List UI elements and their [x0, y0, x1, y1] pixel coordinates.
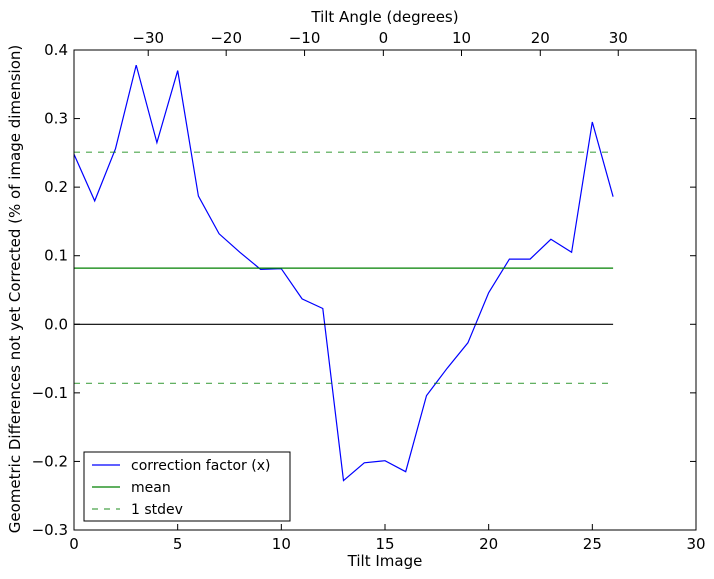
- y-tick-label: 0.0: [44, 315, 68, 333]
- x-tick-label: 25: [583, 535, 602, 553]
- x-tick-label: 20: [479, 535, 498, 553]
- series-layer: [73, 64, 614, 482]
- top-tick-label: 30: [609, 29, 628, 47]
- y-tick-label: −0.3: [32, 521, 68, 539]
- x-tick-label: 10: [272, 535, 291, 553]
- y-tick-label: −0.2: [32, 452, 68, 470]
- top-tick-label: 0: [379, 29, 389, 47]
- x-axis-label: Tilt Image: [347, 552, 423, 570]
- y-tick-label: 0.4: [44, 41, 68, 59]
- top-tick-label: −30: [132, 29, 164, 47]
- ticks-layer: 0 5 10 15 20 25 30 −0.3 −0.2 −0.1 0.0 0.1 0.2 0.3 0.4 −…: [32, 29, 706, 553]
- y-tick-label: −0.1: [32, 384, 68, 402]
- top-x-axis-label: Tilt Angle (degrees): [310, 8, 458, 26]
- x-tick-label: 0: [69, 535, 79, 553]
- x-tick-label: 5: [173, 535, 183, 553]
- legend-label: 1 stdev: [131, 502, 183, 518]
- y-tick-label: 0.3: [44, 110, 68, 128]
- legend-label: mean: [131, 480, 171, 496]
- top-tick-label: −20: [210, 29, 242, 47]
- x-tick-label: 30: [686, 535, 705, 553]
- legend-label: correction factor (x): [131, 458, 270, 474]
- top-tick-label: −10: [289, 29, 321, 47]
- y-axis-label: Geometric Differences not yet Corrected …: [6, 45, 24, 534]
- series-line-0: [73, 64, 614, 482]
- top-tick-label: 10: [452, 29, 471, 47]
- y-tick-label: 0.1: [44, 247, 68, 265]
- legend: correction factor (x) mean 1 stdev: [83, 451, 291, 522]
- x-tick-label: 15: [375, 535, 394, 553]
- y-tick-label: 0.2: [44, 178, 68, 196]
- top-tick-label: 20: [531, 29, 550, 47]
